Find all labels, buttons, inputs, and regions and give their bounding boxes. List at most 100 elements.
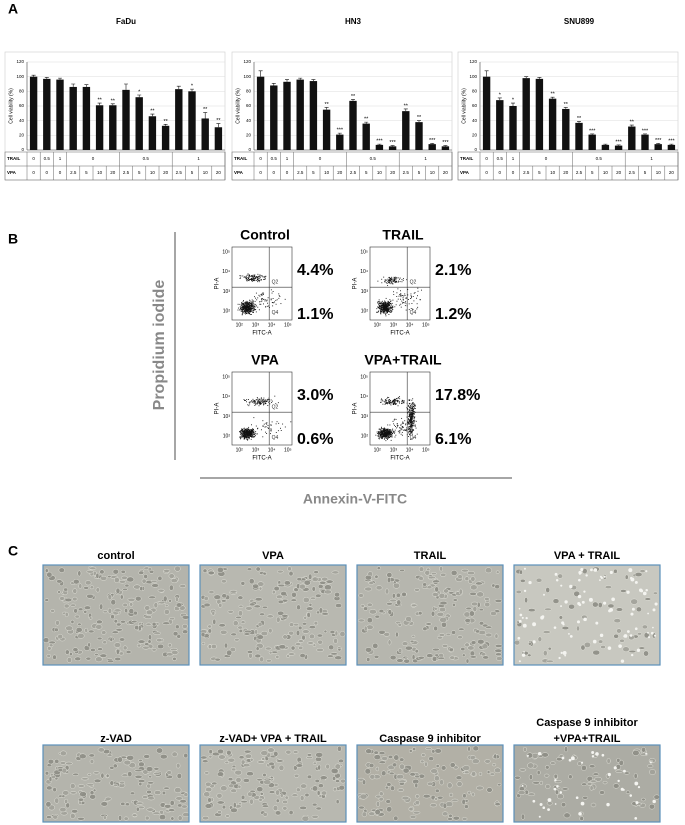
event-dot [258, 281, 260, 283]
event-dot [382, 306, 384, 308]
event-dot [381, 432, 383, 433]
event-dot [377, 435, 379, 437]
event-dot [378, 432, 380, 434]
event-dot [247, 431, 249, 433]
y-tick-label: 10⁵ [222, 249, 230, 255]
cell [471, 771, 477, 777]
event-dot [382, 309, 384, 311]
y-tick-label: 10² [361, 309, 369, 315]
cell [568, 774, 573, 780]
event-dot [388, 276, 390, 278]
cell [495, 570, 500, 574]
cell [321, 612, 330, 616]
event-dot [409, 430, 411, 432]
event-dot [395, 418, 397, 420]
cell [409, 772, 416, 777]
event-dot [397, 400, 399, 402]
cell [653, 794, 660, 800]
significance-label: ** [577, 116, 582, 122]
cell [73, 608, 78, 614]
cell [410, 603, 418, 607]
event-dot [253, 277, 255, 279]
cell [543, 650, 548, 657]
event-dot [386, 432, 388, 434]
error-bar [44, 77, 49, 79]
event-dot [271, 402, 273, 403]
event-dot [241, 310, 243, 312]
cell [208, 755, 213, 759]
table-cell: 10 [430, 170, 436, 175]
table-cell: 1 [512, 156, 515, 161]
event-dot [378, 310, 380, 312]
event-dot [394, 277, 396, 279]
cell [648, 803, 656, 810]
event-dot [259, 402, 261, 403]
event-dot [407, 421, 409, 423]
event-dot [239, 431, 241, 433]
cell [310, 596, 317, 600]
event-dot [249, 311, 251, 313]
event-dot [249, 308, 251, 310]
event-dot [257, 281, 259, 283]
event-dot [403, 299, 404, 301]
cell [323, 629, 328, 634]
cell [432, 647, 440, 652]
event-dot [239, 436, 241, 438]
event-dot [387, 428, 389, 430]
detached-cell [650, 631, 654, 635]
event-dot [263, 276, 265, 278]
cell [166, 770, 172, 775]
event-dot [274, 395, 276, 397]
event-dot [387, 300, 389, 302]
cell [268, 790, 276, 794]
event-dot [270, 299, 272, 301]
event-dot [383, 301, 385, 303]
event-dot [414, 405, 415, 407]
event-dot [378, 431, 380, 432]
cell [101, 630, 107, 635]
event-dot [246, 308, 248, 310]
event-dot [387, 303, 389, 304]
event-dot [275, 432, 277, 433]
cell [148, 595, 156, 599]
event-dot [402, 295, 403, 296]
cell [153, 772, 161, 776]
error-bar [285, 79, 289, 82]
event-dot [384, 400, 386, 402]
cell [156, 638, 163, 643]
event-dot [237, 309, 239, 311]
cell [527, 792, 536, 797]
cell [469, 610, 475, 617]
event-dot [254, 306, 256, 308]
event-dot [384, 309, 386, 311]
significance-label: ** [203, 107, 208, 113]
event-dot [382, 434, 384, 436]
event-dot [383, 305, 385, 307]
event-dot [385, 429, 387, 431]
cell [254, 629, 259, 635]
event-dot [386, 437, 388, 439]
cell [363, 625, 368, 632]
error-bar [563, 107, 568, 109]
event-dot [249, 433, 251, 435]
cell [335, 799, 340, 805]
event-dot [253, 305, 255, 307]
event-dot [409, 416, 411, 418]
cell [311, 802, 318, 807]
event-dot [249, 308, 251, 310]
event-dot [412, 401, 414, 403]
cell [599, 790, 605, 795]
event-dot [384, 306, 386, 308]
event-dot [384, 301, 385, 303]
cell [282, 634, 288, 640]
event-dot [244, 400, 245, 401]
cell [171, 751, 178, 758]
event-dot [244, 434, 246, 436]
event-dot [389, 311, 391, 313]
event-dot [272, 302, 274, 304]
table-cell: 0 [545, 156, 548, 161]
cell [398, 779, 407, 784]
cell [243, 632, 251, 636]
event-dot [388, 397, 390, 398]
plot-title: Control [240, 227, 290, 243]
